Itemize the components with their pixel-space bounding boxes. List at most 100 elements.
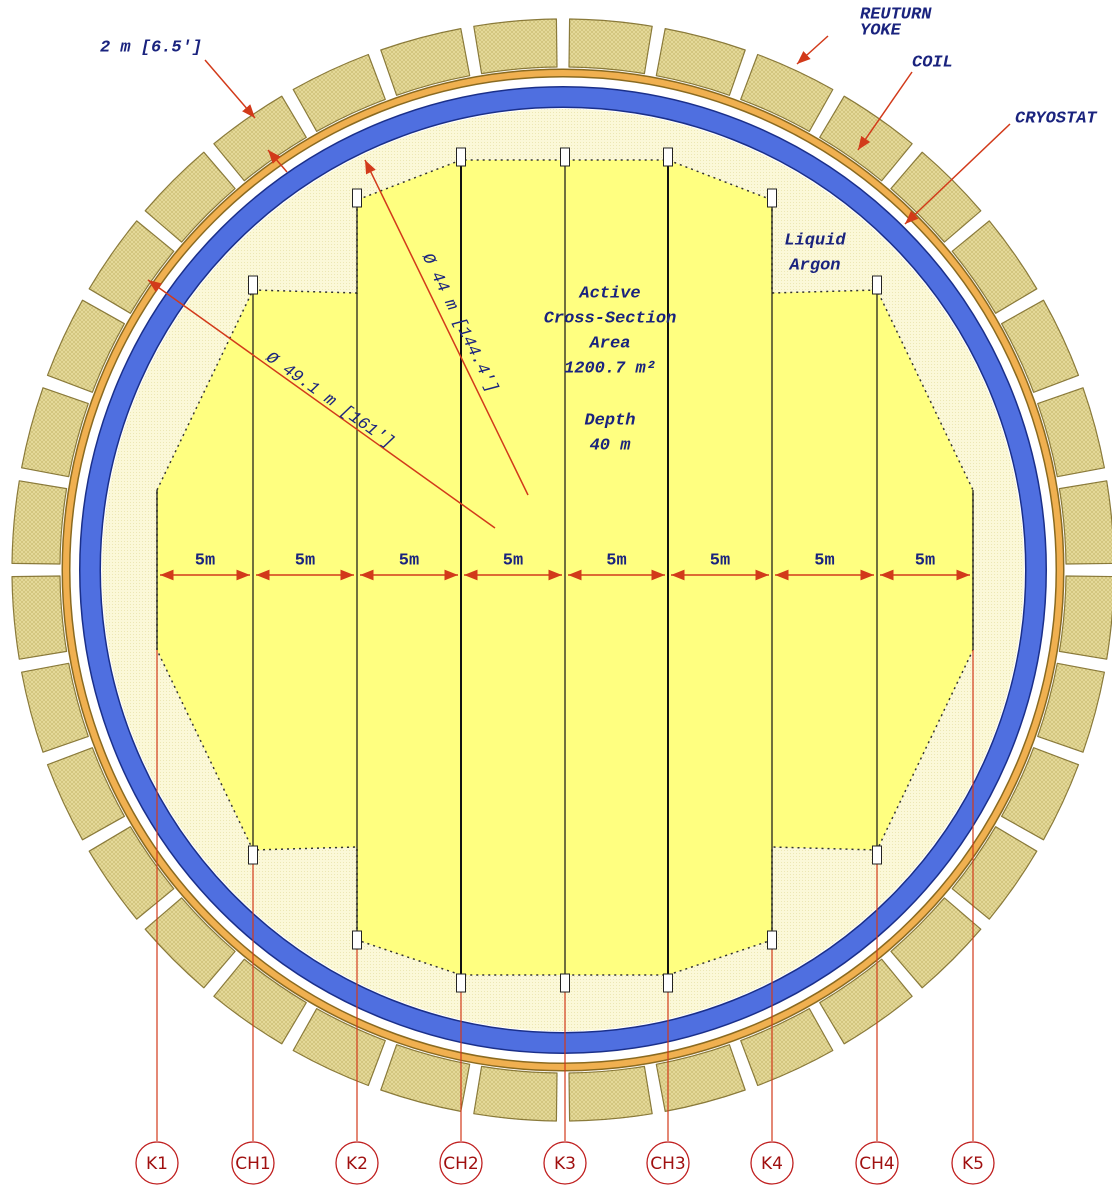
yoke-block [11,480,68,565]
yoke-label: YOKE [860,21,902,40]
plane-end [663,147,673,167]
yoke-block [655,28,746,96]
plane-badge [135,1141,179,1185]
yoke-block [213,958,307,1045]
yoke-block [292,1008,386,1087]
spacing-label: 5m [399,551,419,570]
active-label: 1200.7 m² [564,359,656,378]
argon-label: Liquid [784,231,846,250]
cryostat-label: CRYOSTAT [1015,109,1097,128]
yoke-block [1001,747,1080,841]
argon-label: Argon [788,256,840,275]
plane-end [248,275,258,295]
plane-badge [231,1141,275,1185]
coil [63,70,1063,1070]
yoke-block [144,897,236,989]
plane-label: CH2 [443,1154,478,1174]
plane-label: CH3 [650,1154,685,1174]
plane-end [248,845,258,865]
yoke-block [473,18,558,75]
yoke-block [21,387,89,478]
yoke-block [21,662,89,753]
arrow [267,149,288,173]
yoke-block [951,220,1038,314]
active-label: Cross-Section [544,309,677,328]
spacing-bg [489,549,537,571]
yoke-block [568,18,653,75]
plane-label: CH1 [235,1154,270,1174]
plane-end [767,930,777,950]
yoke-block [213,95,307,182]
yoke-block [46,299,125,393]
yoke-block [292,53,386,132]
spacing-label: 5m [195,551,215,570]
yoke-block [1001,299,1080,393]
plane-badge [646,1141,690,1185]
arrow [857,71,913,151]
plane-badge [543,1141,587,1185]
plane-end [872,845,882,865]
spacing-bg [181,549,229,571]
yoke-block [1037,387,1105,478]
coil-label: COIL [912,53,953,72]
arrow [904,123,1011,225]
cryostat [80,87,1046,1053]
diameter-line [147,279,496,529]
spacing-label: 5m [295,551,315,570]
spacing-bg [385,549,433,571]
return-yoke [11,18,1112,1122]
spacing-bg [901,549,949,571]
depth-label: 40 m [590,436,632,455]
spacing-bg [696,549,744,571]
yoke-block [473,1065,558,1122]
yoke-block [740,53,834,132]
spacing-bg [592,549,641,571]
yoke-label: REUTURN [860,5,932,24]
plane-badge [335,1141,379,1185]
plane-label: K1 [146,1154,168,1174]
plane-end [663,973,673,993]
plane-end [560,147,570,167]
spacing-bg [281,549,329,571]
diameter-line [364,159,529,496]
yoke-block [890,151,982,243]
plane-end [352,930,362,950]
yoke-block [740,1008,834,1087]
plane-label: CH4 [859,1154,894,1174]
yoke-block [46,747,125,841]
spacing-label: 5m [710,551,730,570]
plane-end [560,973,570,993]
plane-end [352,188,362,208]
arrow [796,35,829,65]
plane-badge [439,1141,483,1185]
yoke-block [655,1044,746,1112]
arrow [204,59,256,119]
yoke-block [1058,480,1112,565]
active-label: Area [589,334,631,353]
plane-end [872,275,882,295]
spacing-label: 5m [915,551,935,570]
yoke-block [144,151,236,243]
plane-label: K5 [962,1154,984,1174]
plane-label: K4 [761,1154,783,1174]
yoke-thickness-label: 2 m [6.5'] [100,38,202,57]
plane-end [767,188,777,208]
yoke-block [88,826,175,920]
spacing-label: 5m [503,551,523,570]
active-label: Active [578,284,640,303]
spacing-label: 5m [606,551,626,570]
yoke-block [88,220,175,314]
yoke-block [380,1044,471,1112]
yoke-block [1037,662,1105,753]
plane-badge [750,1141,794,1185]
spacing-label: 5m [814,551,834,570]
yoke-block [568,1065,653,1122]
yoke-block [819,958,913,1045]
plane-badge [855,1141,899,1185]
plane-label: K3 [554,1154,576,1174]
plane-end [456,973,466,993]
planes: K1 CH1 K2 CH2 K3 CH3 K4 CH4 K5 5m 5m 5m 5m 5m 5m 5m 5m [135,147,995,1185]
plane-label: K2 [346,1154,368,1174]
plane-badge [951,1141,995,1185]
